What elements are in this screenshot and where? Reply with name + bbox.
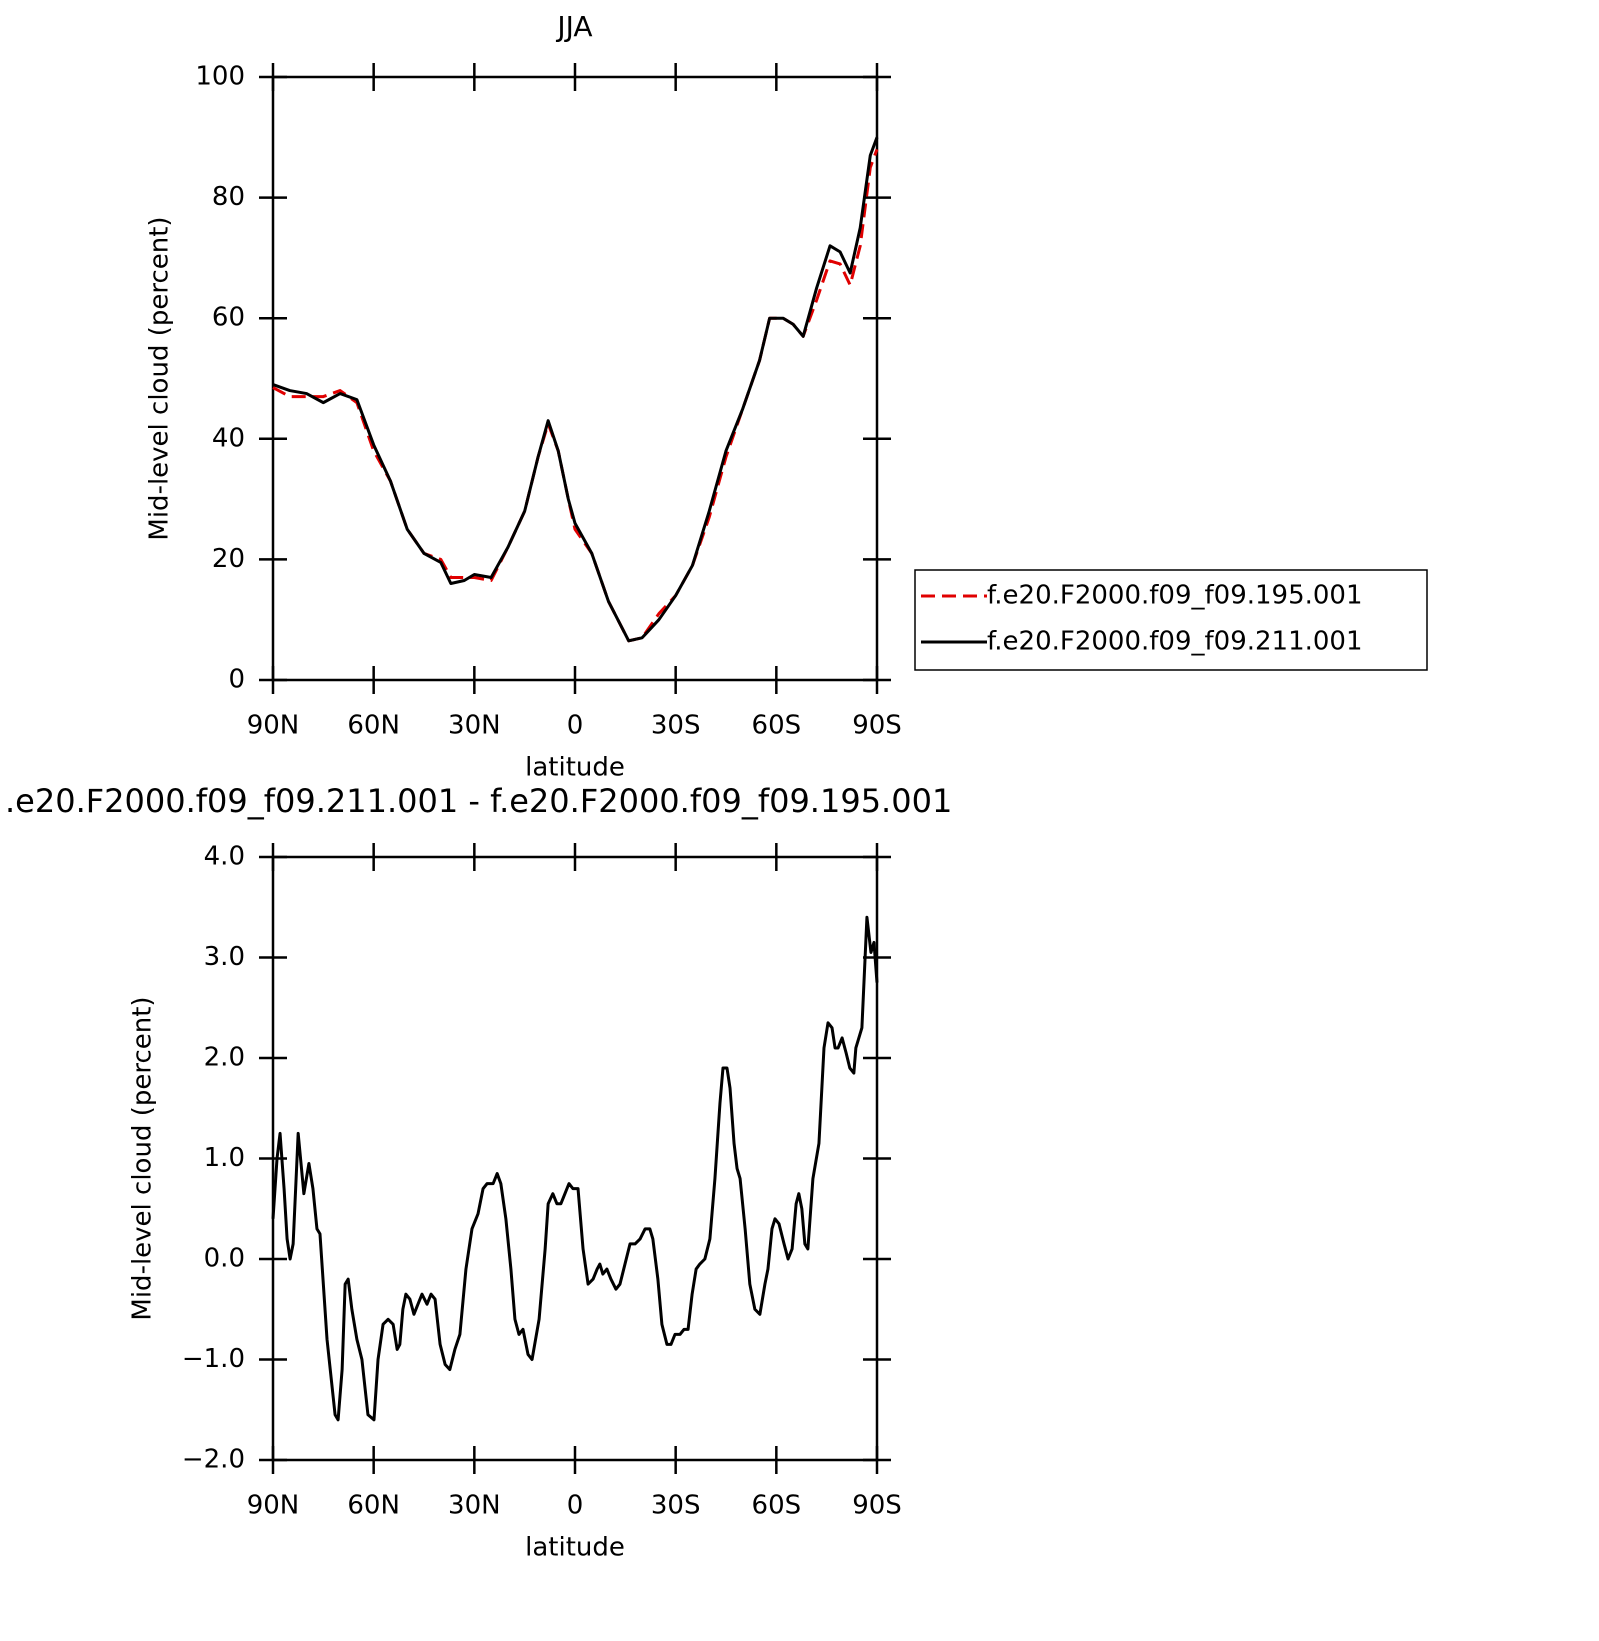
x-tick-label: 60N bbox=[347, 711, 400, 741]
x-tick-label: 30N bbox=[448, 711, 501, 741]
y-tick-label: 100 bbox=[195, 62, 245, 92]
series-line bbox=[272, 148, 879, 643]
y-tick-label: −1.0 bbox=[182, 1344, 245, 1374]
y-tick-label: 60 bbox=[212, 303, 245, 333]
y-tick-label: 80 bbox=[212, 182, 245, 212]
x-tick-label: 30S bbox=[651, 711, 701, 741]
x-tick-label: 60N bbox=[347, 1491, 400, 1521]
x-tick-label: 60S bbox=[752, 1491, 802, 1521]
x-tick-label: 30N bbox=[448, 1491, 501, 1521]
legend-label: f.e20.F2000.f09_f09.211.001 bbox=[987, 627, 1363, 657]
x-tick-label: 90N bbox=[247, 1491, 300, 1521]
y-axis-label: Mid-level cloud (percent) bbox=[128, 996, 158, 1320]
legend-label: f.e20.F2000.f09_f09.195.001 bbox=[987, 581, 1363, 611]
y-tick-label: 1.0 bbox=[204, 1143, 245, 1173]
x-tick-label: 0 bbox=[567, 1491, 584, 1521]
x-tick-label: 90S bbox=[852, 711, 902, 741]
x-tick-label: 30S bbox=[651, 1491, 701, 1521]
x-axis-label: latitude bbox=[525, 1533, 625, 1563]
y-tick-label: 0 bbox=[228, 665, 245, 695]
series-line bbox=[272, 136, 879, 643]
y-axis-label: Mid-level cloud (percent) bbox=[145, 216, 175, 540]
legend-box bbox=[914, 569, 1428, 671]
y-tick-label: 0.0 bbox=[204, 1244, 245, 1274]
y-tick-label: 3.0 bbox=[204, 942, 245, 972]
x-tick-label: 90S bbox=[852, 1491, 902, 1521]
x-tick-label: 90N bbox=[247, 711, 300, 741]
y-tick-label: −2.0 bbox=[182, 1445, 245, 1475]
x-tick-label: 0 bbox=[567, 711, 584, 741]
y-tick-label: 2.0 bbox=[204, 1043, 245, 1073]
y-tick-label: 20 bbox=[212, 544, 245, 574]
chart-title: JJA bbox=[555, 10, 592, 43]
data-line bbox=[271, 915, 879, 1422]
y-tick-label: 4.0 bbox=[204, 842, 245, 872]
x-tick-label: 60S bbox=[752, 711, 802, 741]
x-axis-label: latitude bbox=[525, 753, 625, 783]
plot-frame bbox=[271, 75, 879, 682]
y-tick-label: 40 bbox=[212, 423, 245, 453]
chart-title: .e20.F2000.f09_f09.211.001 - f.e20.F2000… bbox=[5, 782, 952, 820]
